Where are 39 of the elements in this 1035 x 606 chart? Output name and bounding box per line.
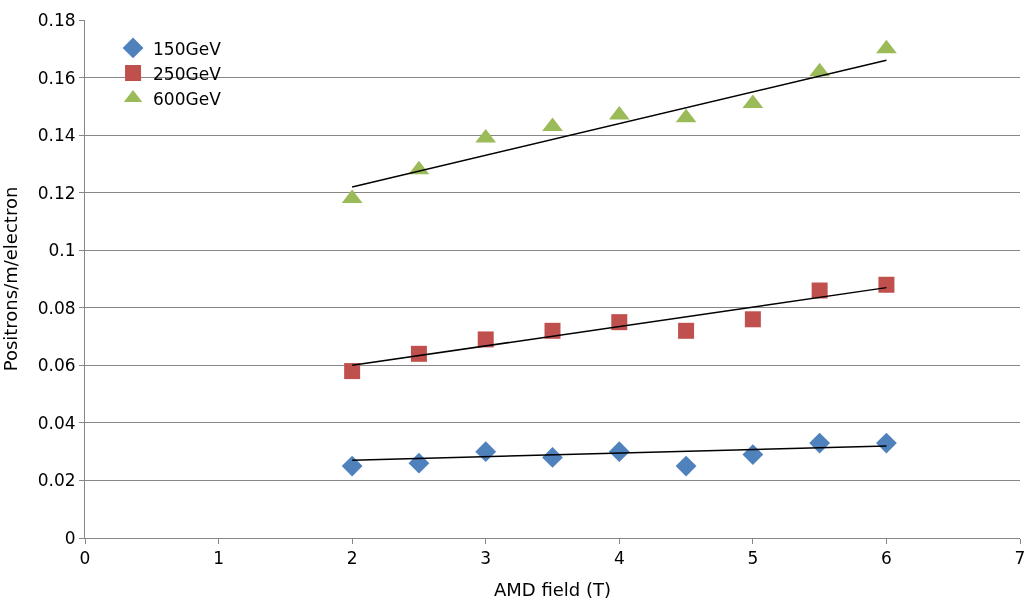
x-tick-label: 3 xyxy=(480,548,492,569)
legend-label: 600GeV xyxy=(153,88,222,109)
y-tick-label: 0.16 xyxy=(37,67,76,88)
point xyxy=(344,363,361,380)
point xyxy=(408,452,430,474)
point xyxy=(744,311,761,328)
x-tick-label: 1 xyxy=(213,548,224,569)
x-tick-label: 2 xyxy=(346,548,358,569)
y-tick-label: 0.1 xyxy=(48,240,76,261)
y-axis-title: Positrons/m/electron xyxy=(0,186,21,372)
point xyxy=(876,39,897,54)
point xyxy=(742,444,764,465)
x-tick-label: 7 xyxy=(1014,548,1026,569)
point xyxy=(675,455,697,477)
point xyxy=(611,314,628,331)
point xyxy=(809,432,831,454)
point xyxy=(410,345,427,362)
y-tick-label: 0.02 xyxy=(37,470,76,491)
x-tick-label: 6 xyxy=(881,548,892,569)
legend-label: 150GeV xyxy=(153,38,222,59)
y-tick-label: 0.18 xyxy=(37,9,76,30)
legend-label: 250GeV xyxy=(153,63,222,84)
point xyxy=(811,282,828,299)
point xyxy=(878,276,895,293)
x-tick-label: 4 xyxy=(613,548,625,569)
y-tick-label: 0 xyxy=(64,527,76,548)
y-tick-label: 0.08 xyxy=(37,297,76,318)
point xyxy=(341,455,363,477)
point xyxy=(678,322,695,339)
x-axis-title: AMD field (T) xyxy=(493,578,612,600)
x-tick-label: 5 xyxy=(747,548,759,569)
y-tick-label: 0.14 xyxy=(37,125,76,146)
y-tick-label: 0.04 xyxy=(37,412,76,433)
point xyxy=(477,331,494,348)
point xyxy=(544,322,561,339)
y-tick-label: 0.12 xyxy=(37,182,76,203)
y-tick-label: 0.06 xyxy=(37,355,76,376)
point xyxy=(475,441,497,463)
x-tick-label: 0 xyxy=(79,548,91,569)
